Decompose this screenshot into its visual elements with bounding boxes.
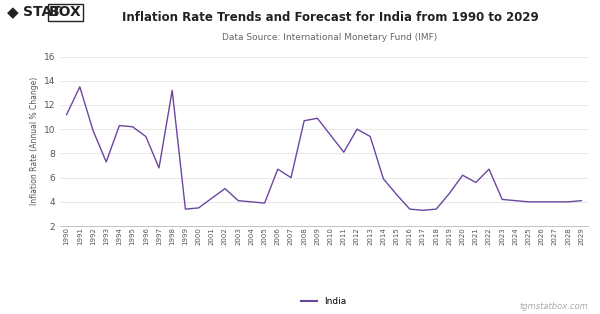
- Legend: India: India: [298, 294, 350, 310]
- Text: tgmstatbox.com: tgmstatbox.com: [519, 302, 588, 311]
- Text: BOX: BOX: [49, 5, 82, 19]
- Text: Data Source: International Monetary Fund (IMF): Data Source: International Monetary Fund…: [223, 33, 437, 42]
- Y-axis label: Inflation Rate (Annual % Change): Inflation Rate (Annual % Change): [31, 77, 40, 205]
- Text: ◆: ◆: [7, 5, 19, 20]
- Text: Inflation Rate Trends and Forecast for India from 1990 to 2029: Inflation Rate Trends and Forecast for I…: [122, 11, 538, 24]
- Text: STAT: STAT: [23, 5, 61, 19]
